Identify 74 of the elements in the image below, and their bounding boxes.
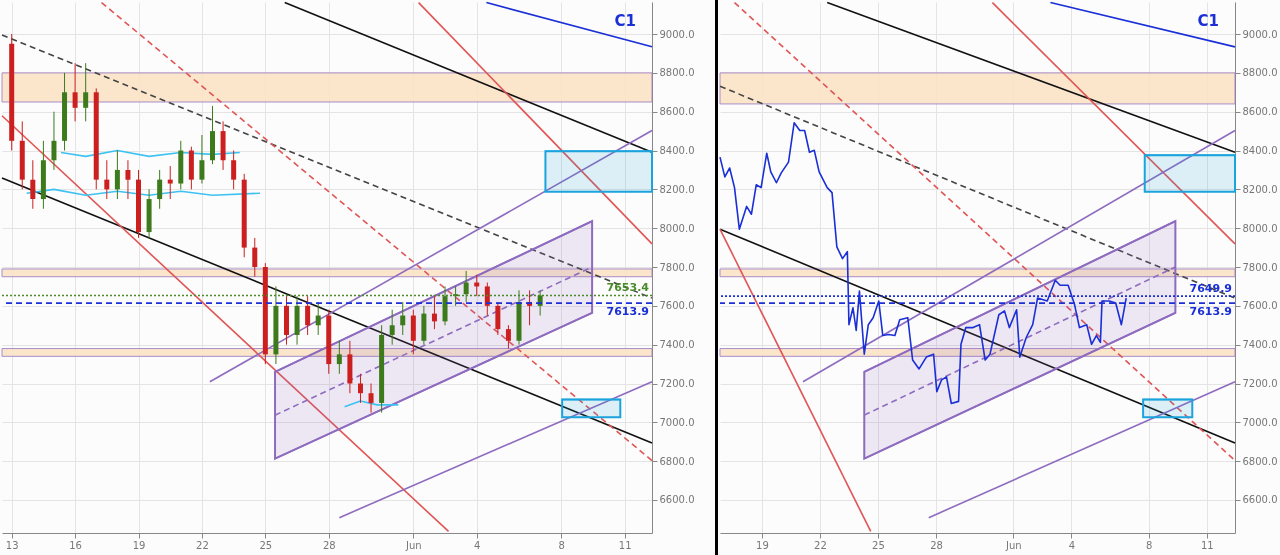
candlestick — [368, 383, 374, 414]
candlestick — [30, 159, 36, 210]
y-tick-label: 8800.0 — [659, 67, 695, 79]
x-tick-label: 25 — [872, 539, 885, 551]
candlestick — [114, 150, 120, 200]
annotation: C1 — [614, 12, 636, 30]
y-tick-label: 8800.0 — [1242, 67, 1278, 79]
candlestick — [125, 159, 131, 200]
y-tick-label: 7000.0 — [659, 416, 695, 428]
candlestick — [305, 295, 311, 336]
y-tick-label: 6800.0 — [1242, 455, 1278, 467]
candlestick — [199, 134, 205, 185]
ref-line-label: 7613.9 — [1189, 305, 1232, 319]
x-tick-label: 28 — [322, 539, 336, 551]
candlestick — [336, 340, 342, 375]
x-tick-label: 8 — [558, 539, 565, 551]
x-tick-label: Jun — [405, 539, 422, 551]
x-tick-label: 28 — [930, 539, 943, 551]
x-tick-label: 25 — [259, 539, 273, 551]
x-tick-label: 11 — [618, 539, 632, 551]
y-tick-label: 7400.0 — [1242, 339, 1278, 351]
y-tick-label: 8200.0 — [659, 183, 695, 195]
y-tick-label: 8600.0 — [1242, 106, 1278, 118]
y-tick-label: 9000.0 — [659, 28, 695, 40]
x-tick-label: 13 — [5, 539, 19, 551]
candlestick — [51, 111, 57, 171]
x-tick-label: 19 — [132, 539, 146, 551]
candlestick — [400, 301, 406, 336]
candlestick — [389, 309, 395, 346]
y-tick-label: 7200.0 — [1242, 378, 1278, 389]
candlestick — [231, 150, 237, 190]
candlestick — [157, 169, 163, 210]
y-tick-label: 7400.0 — [659, 339, 695, 351]
candlestick — [357, 373, 363, 404]
x-tick-label: 11 — [1200, 539, 1214, 551]
y-tick-label: 8200.0 — [1242, 183, 1278, 195]
candlestick — [463, 270, 469, 303]
ref-line-label: 7653.4 — [606, 281, 650, 295]
y-tick-label: 6600.0 — [659, 494, 695, 506]
y-tick-label: 7800.0 — [1242, 261, 1278, 273]
candlestick — [104, 159, 110, 200]
annotation: C1 — [1197, 12, 1219, 30]
candlestick — [495, 301, 501, 336]
x-tick-label: 22 — [196, 539, 209, 551]
x-tick-label: 16 — [69, 539, 82, 551]
y-tick-label: 7200.0 — [659, 378, 695, 389]
y-tick-label: 8600.0 — [659, 106, 695, 118]
ref-line-label: 7649.9 — [1189, 282, 1232, 296]
candlestick — [431, 295, 437, 330]
y-tick-label: 7600.0 — [1242, 300, 1278, 312]
candlestick — [83, 62, 89, 122]
y-tick-label: 7800.0 — [659, 261, 695, 273]
ref-line-label: 7613.9 — [606, 305, 649, 319]
y-tick-label: 8400.0 — [659, 145, 695, 157]
y-tick-label: 6800.0 — [659, 455, 695, 467]
candlestick — [252, 237, 258, 278]
y-tick-label: 8000.0 — [659, 222, 695, 234]
x-tick-label: 19 — [756, 539, 769, 551]
y-tick-label: 6600.0 — [1242, 494, 1278, 506]
y-tick-label: 8400.0 — [1242, 145, 1278, 157]
x-tick-label: Jun — [1005, 539, 1022, 551]
y-tick-label: 7600.0 — [659, 300, 695, 312]
x-tick-label: 4 — [1068, 539, 1076, 551]
y-tick-label: 9000.0 — [1242, 28, 1278, 40]
y-tick-label: 8000.0 — [1242, 222, 1278, 234]
candlestick — [315, 301, 321, 336]
y-tick-label: 7000.0 — [1242, 416, 1278, 428]
candlestick — [505, 324, 511, 350]
candlestick — [72, 62, 78, 122]
x-tick-label: 8 — [1146, 539, 1153, 551]
x-tick-label: 4 — [474, 539, 481, 551]
candlestick — [484, 282, 490, 317]
x-tick-label: 22 — [814, 539, 827, 551]
candlestick — [167, 165, 173, 200]
